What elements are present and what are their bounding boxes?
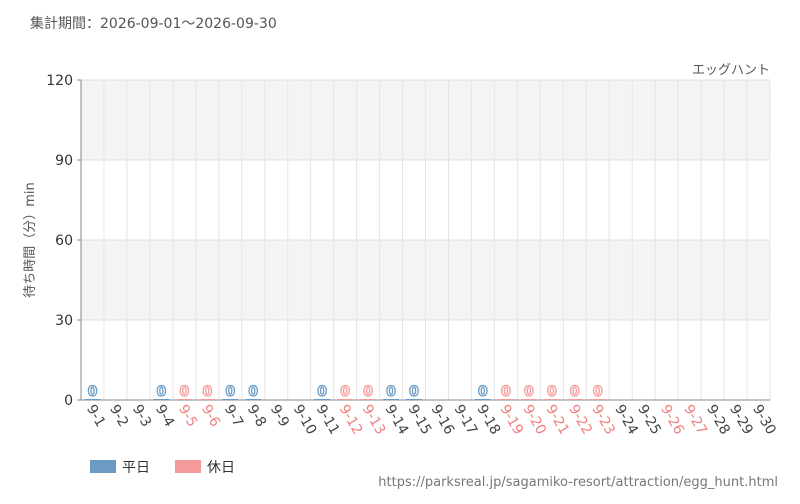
bar	[199, 399, 216, 400]
x-tick-label: 9-6	[198, 402, 223, 430]
x-tick-label: 9-19	[496, 402, 526, 438]
y-tick-label: 0	[64, 393, 73, 409]
bar	[176, 399, 193, 400]
x-tick-label: 9-12	[336, 402, 366, 438]
value-label: 0	[340, 384, 350, 400]
x-tick-label: 9-27	[680, 402, 710, 438]
x-tick-label: 9-3	[129, 402, 154, 430]
subtitle: 集計期間：2026-09-01～2026-09-30	[30, 15, 277, 32]
value-label: 0	[547, 384, 557, 400]
x-tick-label: 9-18	[473, 402, 503, 438]
bar	[245, 399, 262, 400]
value-label: 0	[386, 384, 396, 400]
x-tick-label: 9-23	[588, 402, 618, 438]
x-tick-label: 9-20	[519, 402, 549, 438]
value-label: 0	[570, 384, 580, 400]
x-tick-label: 9-25	[634, 402, 664, 438]
bar	[222, 399, 239, 400]
x-tick-label: 9-14	[382, 402, 412, 438]
bar	[383, 399, 400, 400]
x-tick-label: 9-10	[290, 402, 320, 438]
x-tick-label: 9-28	[703, 402, 733, 438]
x-tick-label: 9-24	[611, 402, 641, 438]
value-label: 0	[317, 384, 327, 400]
x-tick-label: 9-2	[106, 402, 131, 430]
bar	[406, 399, 423, 400]
y-tick-label: 60	[55, 233, 73, 249]
legend-swatch	[175, 460, 201, 473]
bar	[84, 399, 101, 400]
y-axis-label: 待ち時間（分）min	[23, 182, 38, 298]
bar	[153, 399, 170, 400]
value-label: 0	[157, 384, 167, 400]
y-tick-label: 120	[46, 73, 73, 89]
x-tick-label: 9-29	[726, 402, 756, 438]
x-tick-label: 9-13	[359, 402, 389, 438]
source-url: https://parksreal.jp/sagamiko-resort/att…	[378, 475, 778, 490]
value-label: 0	[179, 384, 189, 400]
bar	[497, 399, 514, 400]
value-label: 0	[202, 384, 212, 400]
bar	[566, 399, 583, 400]
y-tick-label: 30	[55, 313, 73, 329]
legend-swatch	[90, 460, 116, 473]
x-tick-label: 9-1	[83, 402, 108, 430]
x-tick-label: 9-17	[450, 402, 480, 438]
value-label: 0	[478, 384, 488, 400]
x-tick-label: 9-30	[749, 402, 779, 438]
value-label: 0	[363, 384, 373, 400]
bar	[520, 399, 537, 400]
bar	[337, 399, 354, 400]
bar	[543, 399, 560, 400]
chart-title: エッグハント	[692, 63, 770, 78]
value-label: 0	[501, 384, 511, 400]
value-label: 0	[524, 384, 534, 400]
value-label: 0	[225, 384, 235, 400]
x-tick-label: 9-26	[657, 402, 687, 438]
x-tick-label: 9-9	[267, 402, 292, 430]
bar	[474, 399, 491, 400]
x-tick-label: 9-4	[152, 402, 177, 430]
x-tick-label: 9-7	[221, 402, 246, 430]
bar	[314, 399, 331, 400]
bar	[589, 399, 606, 400]
value-label: 0	[88, 384, 98, 400]
x-tick-label: 9-15	[405, 402, 435, 438]
value-label: 0	[248, 384, 258, 400]
bar	[360, 399, 377, 400]
value-label: 0	[409, 384, 419, 400]
y-tick-label: 90	[55, 153, 73, 169]
x-tick-label: 9-16	[428, 402, 458, 438]
x-tick-label: 9-8	[244, 402, 269, 430]
x-tick-label: 9-21	[542, 402, 572, 438]
legend-label: 休日	[207, 460, 235, 476]
value-label: 0	[593, 384, 603, 400]
x-tick-label: 9-11	[313, 402, 343, 438]
x-tick-label: 9-5	[175, 402, 200, 430]
legend-label: 平日	[122, 460, 150, 476]
x-tick-label: 9-22	[565, 402, 595, 438]
